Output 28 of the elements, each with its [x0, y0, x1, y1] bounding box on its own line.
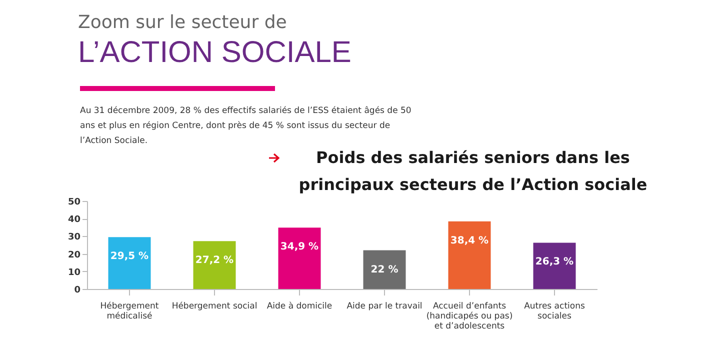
y-tick-label: 0 [74, 286, 80, 296]
text: Au 31 décembre 2009, 28 % des effectifs salariés de l’ESS étaient âgés de 50 ans et plus en région Centre, dont près de 45 % sont issus du secteur de l’Action Sociale. [80, 105, 412, 148]
y-tick-label: 10 [68, 268, 80, 278]
bar [108, 237, 151, 289]
bar [448, 221, 491, 289]
y-tick-label: 40 [68, 215, 80, 226]
data-label: 38,4 % [450, 235, 489, 246]
x-tick-label: Hébergement social [172, 302, 258, 312]
x-tick-label: Autres actions sociales [524, 302, 586, 322]
x-tick-label: Aide à domicile [266, 302, 332, 312]
x-tick-label: Aide par le travail [346, 302, 422, 312]
text: Zoom sur le secteur de [78, 12, 287, 33]
x-tick-label: Accueil d’enfants (handicapés ou pas) et d’adolescents [426, 302, 513, 332]
bar [533, 242, 576, 289]
bar [363, 250, 406, 289]
data-label: 27,2 % [195, 255, 234, 266]
y-tick-label: 50 [68, 198, 80, 208]
data-label: 22 % [370, 264, 398, 276]
chart-title: Poids des salariés seniors dans les principaux secteurs de l’Action sociale [298, 147, 648, 196]
y-tick-label: 30 [68, 232, 80, 243]
bar [278, 228, 321, 289]
data-label: 34,9 % [280, 242, 319, 253]
x-tick-label: Hébergement médicalisé [100, 302, 160, 322]
data-label: 29,5 % [110, 251, 149, 262]
bar [193, 241, 236, 289]
data-label: 26,3 % [535, 256, 574, 268]
y-tick-label: 20 [68, 250, 80, 260]
text: L’ACTION SOCIALE [78, 36, 352, 70]
